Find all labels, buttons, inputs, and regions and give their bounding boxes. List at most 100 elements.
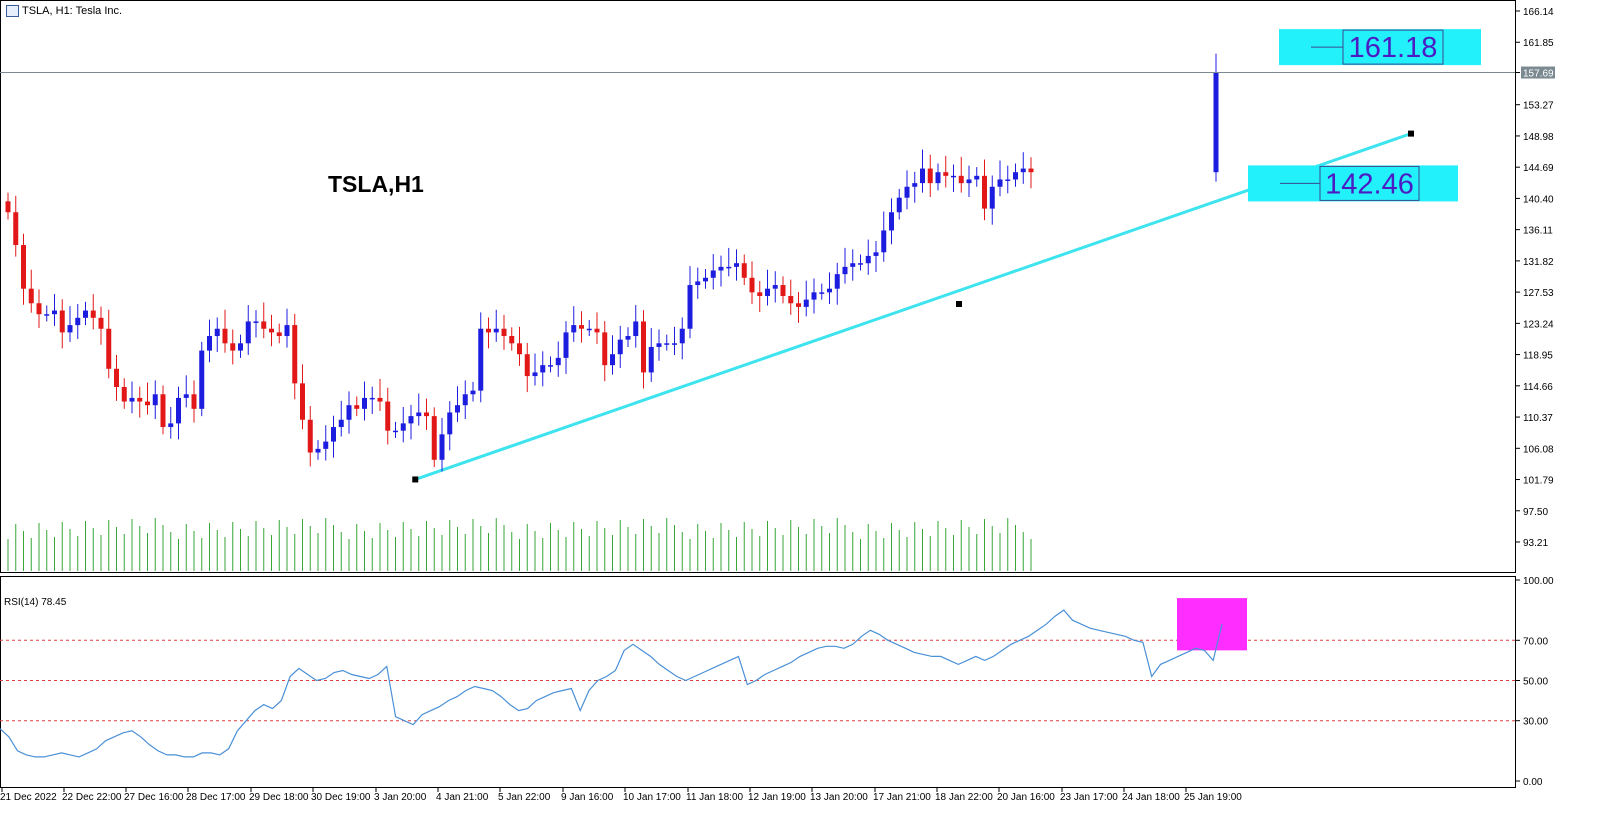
time-tick-label: 11 Jan 18:00: [686, 792, 744, 803]
candle-body: [974, 175, 980, 180]
price-tick-label: 97.50: [1523, 507, 1548, 518]
candle-body: [656, 343, 662, 347]
symbol-label: TSLA,H1: [328, 171, 424, 197]
candle-body: [819, 292, 825, 294]
candle-body: [741, 263, 747, 278]
candle-body: [5, 201, 11, 213]
candle-body: [664, 343, 670, 345]
candle-body: [796, 303, 801, 307]
candle-body: [803, 299, 809, 307]
price-level-boxes: 161.18 142.46: [1248, 29, 1481, 202]
candle-body: [850, 263, 856, 267]
candle-body: [873, 252, 879, 256]
candle-body: [276, 332, 282, 337]
candle-body: [586, 328, 592, 331]
candle-body: [486, 328, 491, 333]
candle-body: [834, 274, 840, 289]
candle-body: [788, 295, 794, 304]
time-tick-label: 12 Jan 19:00: [748, 792, 806, 803]
price-tick-label: 110.37: [1523, 413, 1553, 424]
candle-body: [416, 412, 422, 417]
candle-body: [889, 212, 894, 231]
candle-body: [362, 397, 367, 409]
volume-bars: [7, 518, 1032, 571]
price-tick-label: 106.08: [1523, 444, 1554, 455]
candle-body: [36, 303, 42, 315]
candle-body: [44, 314, 50, 316]
candle-body: [904, 186, 910, 198]
candle-body: [865, 255, 871, 264]
time-tick-label: 27 Dec 16:00: [124, 792, 184, 803]
candle-body: [191, 394, 197, 409]
candle-body: [757, 292, 763, 296]
rsi-tick-label: 30.00: [1523, 717, 1548, 728]
time-tick-label: 10 Jan 17:00: [623, 792, 681, 803]
chart-title: TSLA, H1: Tesla Inc.: [22, 5, 123, 17]
candle-body: [501, 328, 507, 337]
current-price-label: 157.69: [1523, 69, 1554, 80]
time-tick-label: 5 Jan 22:00: [498, 792, 551, 803]
candle-body: [1013, 172, 1018, 180]
candle-body: [935, 172, 941, 184]
candle-body: [222, 328, 228, 344]
candle-body: [470, 390, 476, 395]
candle-body: [183, 394, 189, 398]
candle-body: [300, 383, 305, 420]
candle-body: [1005, 179, 1011, 181]
candle-body: [424, 412, 429, 417]
candle-body: [121, 386, 127, 402]
candle-body: [354, 405, 360, 409]
candle-body: [238, 343, 243, 351]
price-level-label: 161.18: [1349, 32, 1438, 64]
candle-body: [772, 285, 778, 289]
candle-body: [447, 412, 453, 435]
candle-body: [625, 336, 631, 340]
candle-body: [710, 270, 716, 278]
price-tick-label: 93.21: [1523, 538, 1548, 549]
time-tick-label: 30 Dec 19:00: [311, 792, 371, 803]
candle-body: [958, 175, 964, 184]
price-tick-label: 114.66: [1523, 382, 1553, 393]
rsi-panel: 100.00 70.00 50.00 30.00 0.00: [0, 576, 1554, 788]
candle-body: [602, 332, 608, 366]
candle-body: [679, 328, 685, 344]
price-tick-label: 161.85: [1523, 38, 1554, 49]
candle-body: [269, 328, 274, 333]
price-tick-label: 153.27: [1523, 101, 1554, 112]
trendline: [414, 132, 1412, 481]
candle-body: [555, 357, 561, 366]
candle-body: [168, 423, 174, 428]
candle-body: [230, 343, 236, 351]
current-price-tag: [1521, 66, 1555, 79]
candle-body: [75, 317, 81, 326]
candle-body: [214, 328, 220, 337]
price-level-label: 142.46: [1325, 168, 1414, 200]
candle-body: [927, 168, 933, 184]
candle-body: [1020, 168, 1026, 173]
candle-body: [1213, 72, 1219, 173]
time-tick-label: 13 Jan 20:00: [810, 792, 868, 803]
time-tick-label: 18 Jan 22:00: [935, 792, 993, 803]
candle-body: [997, 179, 1003, 187]
candle-body: [548, 365, 553, 367]
candle-body: [323, 441, 329, 449]
candle-body: [152, 394, 158, 406]
rsi-label: RSI(14) 78.45: [4, 597, 67, 608]
candle-body: [59, 310, 65, 333]
candle-body: [455, 405, 460, 413]
rsi-highlight-box: [1177, 598, 1247, 651]
candle-body: [261, 321, 267, 329]
time-tick-label: 4 Jan 21:00: [436, 792, 489, 803]
candle-body: [176, 397, 181, 424]
candle-body: [431, 416, 437, 460]
trendline-anchor: [1408, 130, 1414, 137]
candle-body: [28, 288, 34, 304]
price-tick-label: 140.40: [1523, 194, 1554, 205]
candle-body: [83, 310, 88, 318]
candle-body: [896, 197, 902, 213]
candle-body: [98, 317, 104, 329]
time-tick-label: 22 Dec 22:00: [62, 792, 122, 803]
candle-body: [67, 325, 73, 333]
candle-body: [672, 343, 677, 345]
